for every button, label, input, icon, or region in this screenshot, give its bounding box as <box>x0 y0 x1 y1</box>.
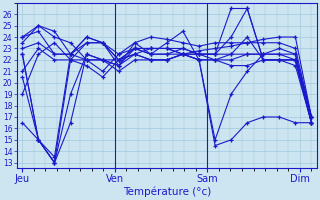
X-axis label: Température (°c): Température (°c) <box>123 187 211 197</box>
